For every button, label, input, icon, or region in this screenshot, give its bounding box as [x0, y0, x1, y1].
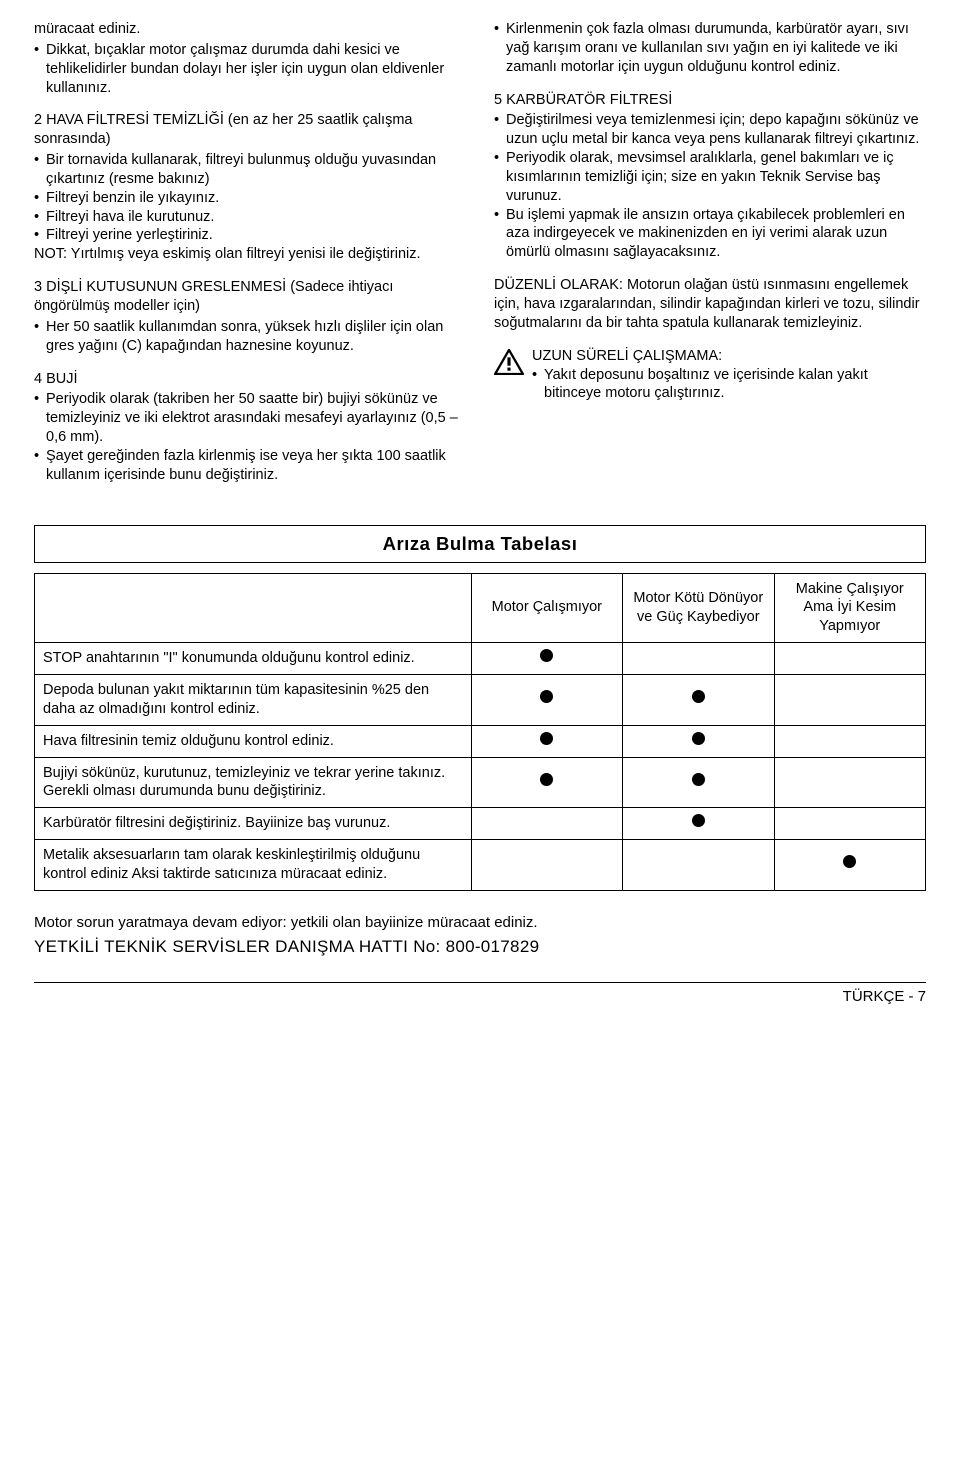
table-header-empty	[35, 573, 472, 643]
section-heading: 5 KARBÜRATÖR FİLTRESİ	[494, 91, 926, 110]
table-header-row: Motor Çalışmıyor Motor Kötü Dönüyor ve G…	[35, 573, 926, 643]
dot-icon	[540, 649, 553, 662]
bullet: • Dikkat, bıçaklar motor çalışmaz durumd…	[34, 41, 466, 98]
table-cell-mark	[774, 840, 925, 891]
table-cell-mark	[774, 725, 925, 757]
bullet: •Periyodik olarak, mevsimsel aralıklarla…	[494, 149, 926, 206]
table-cell-mark	[774, 757, 925, 808]
table-cell-mark	[623, 757, 774, 808]
dot-icon	[540, 732, 553, 745]
table-row: Depoda bulunan yakıt miktarının tüm kapa…	[35, 674, 926, 725]
bullet: •Filtreyi benzin ile yıkayınız.	[34, 189, 466, 208]
table-row: Bujiyi sökünüz, kurutunuz, temizleyiniz …	[35, 757, 926, 808]
table-cell-mark	[471, 674, 622, 725]
table-cell-desc: STOP anahtarının "I" konumunda olduğunu …	[35, 643, 472, 675]
table-cell-mark	[623, 840, 774, 891]
table-row: Metalik aksesuarların tam olarak keskinl…	[35, 840, 926, 891]
table-cell-mark	[774, 674, 925, 725]
dot-icon	[540, 690, 553, 703]
left-column: müracaat ediniz. • Dikkat, bıçaklar moto…	[34, 20, 466, 485]
hotline: YETKİLİ TEKNİK SERVİSLER DANIŞMA HATTI N…	[34, 936, 926, 958]
bullet: •Değiştirilmesi veya temizlenmesi için; …	[494, 111, 926, 149]
table-cell-mark	[471, 757, 622, 808]
table-row: Hava filtresinin temiz olduğunu kontrol …	[35, 725, 926, 757]
troubleshoot-table: Motor Çalışmıyor Motor Kötü Dönüyor ve G…	[34, 573, 926, 891]
table-cell-mark	[774, 808, 925, 840]
table-cell-mark	[623, 643, 774, 675]
bullet: •Periyodik olarak (takriben her 50 saatt…	[34, 390, 466, 447]
section-heading: 3 DİŞLİ KUTUSUNUN GRESLENMESİ (Sadece ih…	[34, 278, 466, 316]
warning-icon	[494, 349, 524, 375]
page-number: TÜRKÇE - 7	[843, 988, 926, 1005]
section-heading: 4 BUJİ	[34, 370, 466, 389]
table-cell-mark	[623, 808, 774, 840]
para-regular: DÜZENLİ OLARAK: Motorun olağan üstü ısın…	[494, 276, 926, 333]
bullet: •Yakıt deposunu boşaltınız ve içerisinde…	[532, 366, 926, 404]
table-cell-desc: Depoda bulunan yakıt miktarının tüm kapa…	[35, 674, 472, 725]
table-title: Arıza Bulma Tabelası	[383, 533, 578, 554]
dot-icon	[843, 855, 856, 868]
inline-label: DÜZENLİ OLARAK:	[494, 277, 623, 293]
bullet-dot: •	[34, 41, 46, 98]
table-cell-mark	[471, 643, 622, 675]
table-cell-desc: Bujiyi sökünüz, kurutunuz, temizleyiniz …	[35, 757, 472, 808]
warning-text: UZUN SÜRELİ ÇALIŞMAMA: •Yakıt deposunu b…	[532, 347, 926, 404]
bullet: •Şayet gereğinden fazla kirlenmiş ise ve…	[34, 447, 466, 485]
dot-icon	[540, 773, 553, 786]
table-row: STOP anahtarının "I" konumunda olduğunu …	[35, 643, 926, 675]
dot-icon	[692, 773, 705, 786]
bullet: •Bu işlemi yapmak ile ansızın ortaya çık…	[494, 206, 926, 263]
dot-icon	[692, 690, 705, 703]
table-header: Motor Kötü Dönüyor ve Güç Kaybediyor	[623, 573, 774, 643]
table-cell-desc: Metalik aksesuarların tam olarak keskinl…	[35, 840, 472, 891]
bullet: •Filtreyi yerine yerleştiriniz.	[34, 226, 466, 245]
dot-icon	[692, 814, 705, 827]
para: müracaat ediniz.	[34, 20, 466, 39]
section-heading: 2 HAVA FİLTRESİ TEMİZLİĞİ (en az her 25 …	[34, 111, 466, 149]
table-cell-mark	[774, 643, 925, 675]
table-cell-mark	[623, 725, 774, 757]
bullet: •Filtreyi hava ile kurutunuz.	[34, 208, 466, 227]
table-row: Karbüratör filtresini değiştiriniz. Bayi…	[35, 808, 926, 840]
text-columns: müracaat ediniz. • Dikkat, bıçaklar moto…	[34, 20, 926, 485]
table-title-box: Arıza Bulma Tabelası	[34, 525, 926, 563]
table-header: Motor Çalışmıyor	[471, 573, 622, 643]
table-cell-mark	[471, 725, 622, 757]
right-column: •Kirlenmenin çok fazla olması durumunda,…	[494, 20, 926, 485]
dot-icon	[692, 732, 705, 745]
page-footer: TÜRKÇE - 7	[34, 982, 926, 1007]
table-cell-mark	[471, 840, 622, 891]
note: NOT: Yırtılmış veya eskimiş olan filtrey…	[34, 245, 466, 264]
bullet: •Kirlenmenin çok fazla olması durumunda,…	[494, 20, 926, 77]
warning-block: UZUN SÜRELİ ÇALIŞMAMA: •Yakıt deposunu b…	[494, 347, 926, 404]
bullet: •Her 50 saatlik kullanımdan sonra, yükse…	[34, 318, 466, 356]
table-header: Makine Çalışıyor Ama İyi Kesim Yapmıyor	[774, 573, 925, 643]
bullet: •Bir tornavida kullanarak, filtreyi bulu…	[34, 151, 466, 189]
table-cell-desc: Karbüratör filtresini değiştiriniz. Bayi…	[35, 808, 472, 840]
table-cell-desc: Hava filtresinin temiz olduğunu kontrol …	[35, 725, 472, 757]
table-cell-mark	[623, 674, 774, 725]
footer-note: Motor sorun yaratmaya devam ediyor: yetk…	[34, 913, 926, 933]
table-cell-mark	[471, 808, 622, 840]
